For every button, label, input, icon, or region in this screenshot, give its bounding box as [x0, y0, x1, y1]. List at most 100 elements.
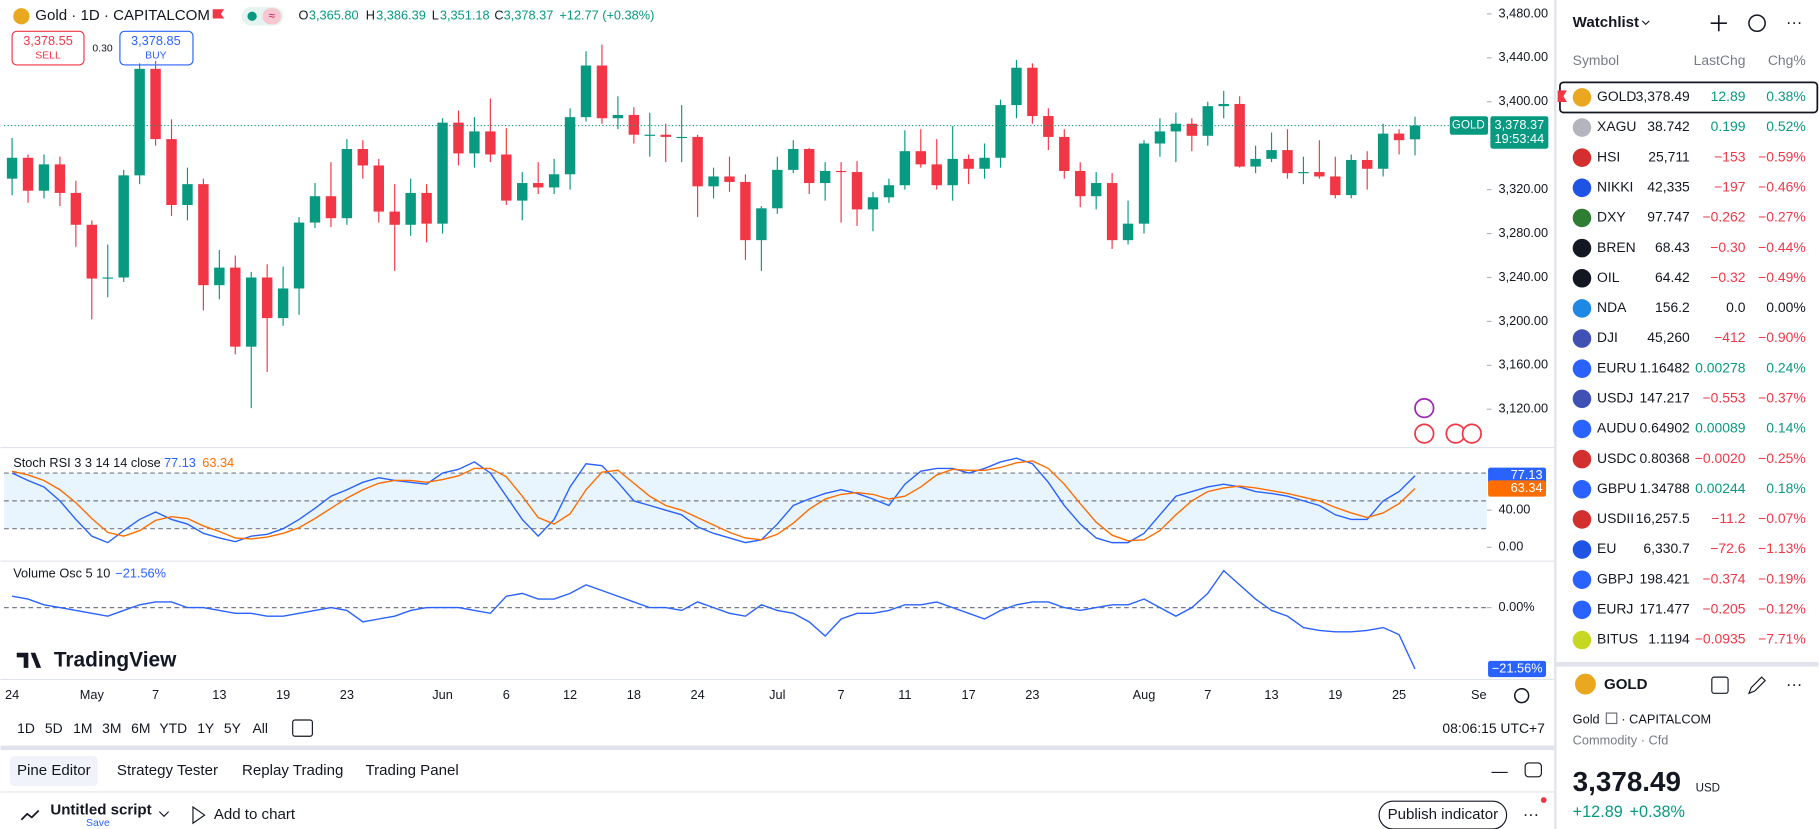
- row-chg: −0.0935: [1695, 631, 1746, 647]
- settings-icon[interactable]: [1513, 687, 1530, 704]
- candle-body: [389, 211, 400, 225]
- row-chg: −153: [1714, 148, 1746, 164]
- range-button[interactable]: 1D: [17, 720, 35, 736]
- row-icon: [1572, 118, 1592, 137]
- bottom-tab[interactable]: Pine Editor: [17, 762, 91, 779]
- column-header[interactable]: Last: [1694, 52, 1720, 68]
- symbol-title[interactable]: Gold · 1D · CAPITALCOM: [35, 7, 210, 24]
- row-symbol[interactable]: BREN: [1597, 239, 1636, 255]
- more-icon[interactable]: ···: [1786, 13, 1802, 31]
- flag-icon[interactable]: [212, 9, 225, 19]
- candle-body: [1234, 103, 1245, 167]
- row-last: 68.43: [1655, 239, 1690, 255]
- row-symbol[interactable]: NIKKI: [1597, 179, 1633, 195]
- bottom-tab[interactable]: Strategy Tester: [117, 762, 218, 779]
- sell-button[interactable]: [11, 30, 85, 66]
- sell-label: SELL: [35, 50, 61, 61]
- add-to-chart[interactable]: Add to chart: [214, 806, 296, 823]
- minimize-icon[interactable]: —: [1492, 762, 1509, 780]
- row-symbol[interactable]: EU: [1597, 540, 1616, 556]
- publish-button[interactable]: [1378, 800, 1508, 829]
- row-symbol[interactable]: GOLD: [1597, 88, 1636, 104]
- range-button[interactable]: 1M: [73, 720, 92, 736]
- ohlc-value: 3,365.80: [309, 8, 359, 23]
- column-header[interactable]: Symbol: [1573, 52, 1619, 68]
- row-chg: −0.30: [1710, 239, 1745, 255]
- column-header[interactable]: Chg%: [1768, 52, 1806, 68]
- candle-body: [102, 277, 113, 279]
- chevron[interactable]: [158, 811, 170, 818]
- candle-body: [421, 192, 432, 224]
- candle-body: [469, 131, 480, 154]
- add-icon[interactable]: [1710, 15, 1727, 32]
- candle-body: [6, 157, 18, 179]
- row-symbol[interactable]: GBPJ: [1597, 570, 1633, 586]
- row-symbol[interactable]: DJI: [1597, 329, 1618, 345]
- details-change-pct: +0.38%: [1630, 803, 1685, 821]
- event-icon[interactable]: [1461, 423, 1482, 444]
- range-button[interactable]: 1Y: [197, 720, 214, 736]
- row-last: 0.80368: [1640, 450, 1691, 466]
- range-button[interactable]: All: [252, 720, 267, 736]
- edit-icon[interactable]: [1747, 676, 1766, 695]
- bottom-tab[interactable]: Replay Trading: [242, 762, 343, 779]
- range-button[interactable]: 5D: [45, 720, 63, 736]
- row-chg: −0.262: [1703, 209, 1746, 225]
- value-tag-label: 63.34: [1511, 480, 1543, 495]
- row-chg: −412: [1714, 329, 1746, 345]
- chevron[interactable]: [1641, 20, 1650, 26]
- bottom-tab[interactable]: Trading Panel: [365, 762, 458, 779]
- row-symbol[interactable]: USDC: [1597, 450, 1636, 466]
- link-icon[interactable]: [1605, 712, 1618, 725]
- logo-text[interactable]: TradingView: [54, 648, 177, 671]
- script-name[interactable]: Untitled script: [50, 801, 151, 818]
- row-chg-pct: 0.14%: [1766, 420, 1805, 436]
- candle-body: [1106, 183, 1118, 241]
- chart-icon[interactable]: [1748, 14, 1766, 33]
- candle-body: [1346, 159, 1357, 196]
- row-icon: [1572, 299, 1592, 318]
- maximize-icon[interactable]: [1524, 762, 1542, 778]
- x-tick-label: 19: [276, 687, 290, 702]
- row-symbol[interactable]: EURU: [1597, 359, 1636, 375]
- row-symbol[interactable]: OIL: [1597, 269, 1620, 285]
- range-button[interactable]: YTD: [159, 720, 187, 736]
- range-button[interactable]: 3M: [102, 720, 121, 736]
- row-symbol[interactable]: HSI: [1597, 148, 1620, 164]
- event-icon[interactable]: [1414, 423, 1435, 444]
- row-symbol[interactable]: BITUS: [1597, 631, 1638, 647]
- candle-body: [995, 105, 1006, 158]
- y-tick-label: 3,280.00: [1498, 225, 1548, 240]
- last-price-name-bg: [1449, 116, 1489, 135]
- range-button[interactable]: 5Y: [224, 720, 241, 736]
- more-icon[interactable]: ···: [1786, 676, 1802, 694]
- row-chg-pct: −0.25%: [1758, 450, 1806, 466]
- watchlist-title[interactable]: Watchlist: [1573, 14, 1639, 31]
- row-chg-pct: −0.49%: [1758, 269, 1806, 285]
- row-last: 198.421: [1640, 570, 1691, 586]
- grid-icon[interactable]: [1711, 676, 1729, 694]
- column-header[interactable]: Chg: [1720, 52, 1746, 68]
- row-chg-pct: −0.12%: [1758, 601, 1806, 617]
- row-symbol[interactable]: NDA: [1597, 299, 1627, 315]
- event-icon[interactable]: [1414, 397, 1435, 419]
- x-tick-label: 17: [962, 687, 976, 702]
- calendar-icon[interactable]: [292, 719, 313, 737]
- row-last: 156.2: [1655, 299, 1690, 315]
- candle-body: [724, 176, 735, 182]
- clock[interactable]: 08:06:15 UTC+7: [1442, 720, 1545, 736]
- row-symbol[interactable]: EURJ: [1597, 601, 1633, 617]
- row-symbol[interactable]: AUDU: [1597, 420, 1636, 436]
- x-tick-label: 12: [563, 687, 577, 702]
- row-chg: 0.0: [1726, 299, 1746, 315]
- more-icon[interactable]: ···: [1523, 805, 1539, 823]
- buy-button[interactable]: [119, 30, 194, 66]
- range-button[interactable]: 6M: [131, 720, 150, 736]
- candle-body: [1266, 150, 1277, 159]
- row-symbol[interactable]: DXY: [1597, 209, 1626, 225]
- row-symbol[interactable]: USDJ: [1597, 390, 1633, 406]
- x-tick-label: 13: [1264, 687, 1278, 702]
- row-symbol[interactable]: GBPU: [1597, 480, 1636, 496]
- row-symbol[interactable]: XAGU: [1597, 118, 1636, 134]
- row-symbol[interactable]: USDII: [1597, 510, 1634, 526]
